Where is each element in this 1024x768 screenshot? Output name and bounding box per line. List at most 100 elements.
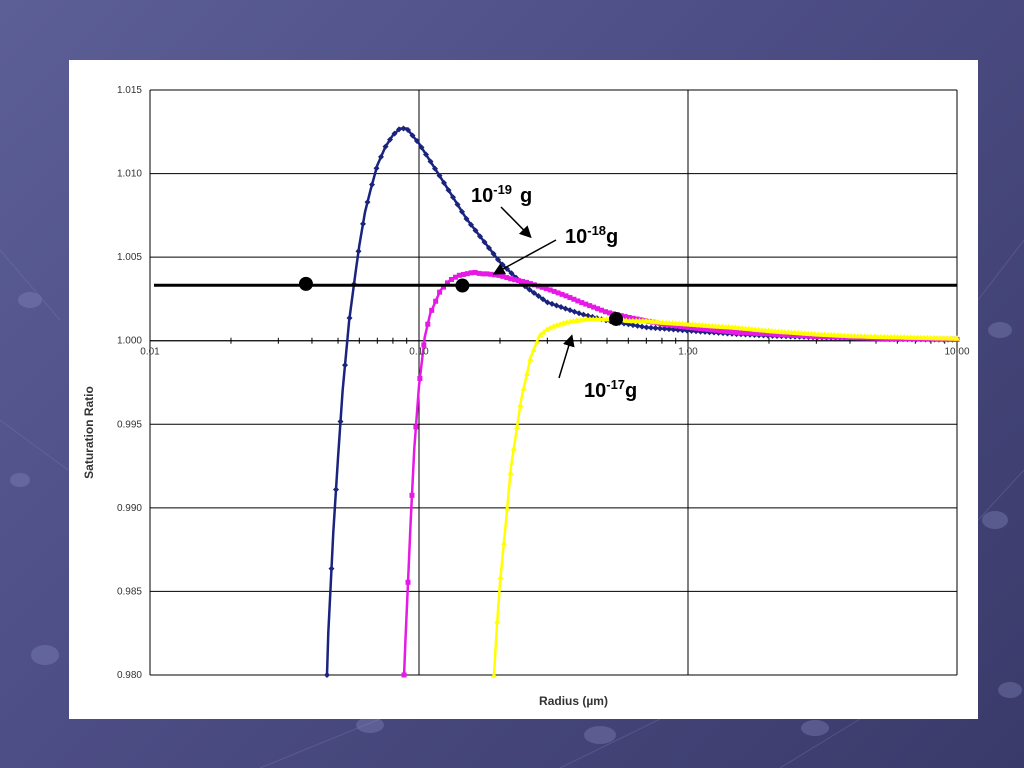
data-point-triangle (527, 355, 534, 362)
data-point-square (745, 330, 751, 336)
data-point-square (452, 274, 458, 280)
data-point-diamond (540, 296, 547, 303)
data-point-square (445, 280, 451, 286)
data-point-square (689, 325, 695, 331)
data-point-triangle (537, 331, 544, 338)
series-line (492, 317, 958, 676)
data-point-diamond (342, 362, 349, 369)
data-point-diamond (454, 201, 461, 208)
data-point-square (579, 300, 585, 306)
data-point-square (421, 342, 427, 348)
data-point-square (555, 290, 561, 296)
data-point-diamond (423, 151, 430, 158)
data-point-triangle (533, 338, 540, 344)
data-point-triangle (504, 505, 511, 511)
saturation-ratio-chart: 0.01 0.10 1.00 10.00 1.0151.0101.0051.0000.… (82, 85, 970, 708)
data-point-diamond (652, 325, 659, 332)
data-point-square (753, 330, 759, 336)
data-point-diamond (634, 322, 641, 329)
data-point-triangle (524, 370, 531, 376)
data-point-square (583, 301, 589, 307)
data-point-square (547, 287, 553, 293)
data-point-square (543, 286, 549, 292)
data-point-square (464, 271, 470, 277)
data-point-triangle (520, 385, 527, 391)
chart-panel: 0.01 0.10 1.00 10.00 1.015 1.010 1.005 1.000 0.… (69, 60, 978, 719)
x-tick-label: 0.10 (409, 347, 429, 358)
data-point-diamond (445, 187, 452, 194)
data-point-square (705, 326, 711, 332)
annotation-label: 10-17g (584, 377, 637, 402)
data-point-square (567, 295, 573, 301)
data-point-diamond (459, 208, 466, 215)
data-point-diamond (481, 239, 488, 246)
data-point-square (796, 333, 802, 339)
data-point-square (500, 273, 506, 279)
data-point-diamond (648, 324, 655, 331)
data-point-diamond (544, 299, 551, 306)
annotation-arrow (558, 334, 575, 379)
data-point-square (425, 321, 431, 327)
data-point-diamond (535, 293, 542, 300)
annotation-arrow (492, 239, 557, 275)
data-point-square (437, 289, 443, 295)
data-point-square (804, 333, 810, 339)
data-point-square (717, 328, 723, 334)
data-point-diamond (571, 308, 578, 315)
data-point-triangle (530, 346, 537, 353)
data-point-diamond (580, 311, 587, 318)
data-point-square (524, 279, 530, 285)
data-point-square (685, 324, 691, 330)
data-point-square (725, 329, 731, 335)
data-point-diamond (477, 233, 484, 240)
data-point-square (800, 333, 806, 339)
data-point-triangle (540, 329, 547, 335)
series-line (325, 127, 958, 676)
data-point-diamond (405, 127, 412, 134)
data-point-diamond (382, 143, 389, 150)
data-point-triangle (490, 672, 497, 678)
data-point-square (729, 329, 735, 335)
annotation-label: 10-18g (565, 223, 618, 248)
data-point-diamond (630, 322, 637, 329)
critical-point (609, 311, 624, 326)
data-point-diamond (468, 221, 475, 228)
x-tick-label: 0.01 (140, 347, 160, 358)
y-tick-label: 0.980 (117, 670, 142, 681)
y-tick-label: 1.000 (117, 336, 142, 347)
data-point-square (768, 331, 774, 337)
data-point-square (413, 424, 419, 430)
data-point-square (764, 331, 770, 337)
data-point-square (606, 310, 612, 316)
data-point-diamond (396, 126, 403, 133)
x-tick-label: 10.00 (944, 347, 969, 358)
data-point-diamond (373, 165, 380, 172)
data-point-diamond (562, 305, 569, 312)
data-point-diamond (324, 672, 331, 678)
data-point-square (741, 330, 747, 336)
data-point-diamond (463, 215, 470, 222)
data-point-square (602, 309, 608, 315)
data-point-diamond (490, 250, 497, 257)
data-point-square (433, 298, 439, 304)
data-point-diamond (531, 289, 538, 296)
data-point-diamond (508, 270, 515, 277)
y-tick-label: 1.010 (117, 169, 142, 180)
data-point-triangle (507, 469, 514, 475)
data-point-square (456, 272, 462, 278)
data-point-diamond (427, 158, 434, 165)
data-point-square (563, 293, 569, 299)
data-point-square (480, 271, 486, 277)
data-point-square (693, 325, 699, 331)
series-line (402, 270, 958, 676)
data-point-square (559, 291, 565, 297)
data-point-diamond (657, 325, 664, 332)
data-point-diamond (333, 486, 340, 493)
data-point-square (721, 328, 727, 334)
critical-point (298, 276, 313, 291)
data-point-diamond (639, 323, 646, 330)
data-point-diamond (576, 310, 583, 317)
data-point-square (496, 272, 502, 278)
data-point-diamond (553, 302, 560, 309)
